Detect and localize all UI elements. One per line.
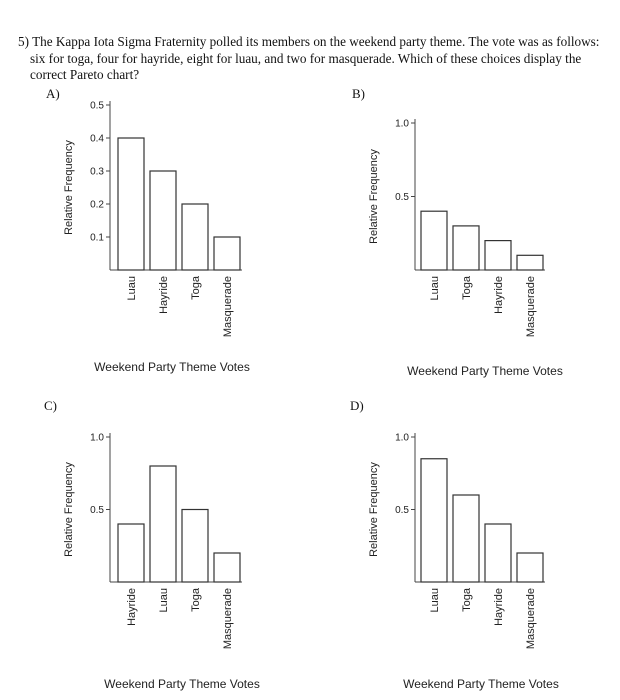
y-tick-label: 0.2: [90, 200, 104, 211]
x-axis-title: Weekend Party Theme Votes: [104, 677, 260, 691]
y-tick-label: 1.0: [90, 433, 104, 444]
y-tick-label: 0.1: [90, 233, 104, 244]
bar: [181, 508, 209, 583]
y-tick-label: 0.3: [90, 167, 104, 178]
x-tick-label: Luau: [126, 276, 138, 300]
bar: [420, 210, 448, 271]
y-axis-title: Relative Frequency: [368, 149, 380, 244]
x-tick-label: Masquerade: [222, 588, 234, 649]
x-tick-label: Masquerade: [525, 276, 537, 337]
x-tick-label: Luau: [158, 588, 170, 612]
bar: [149, 170, 177, 271]
x-tick-label: Toga: [190, 587, 202, 612]
panel-label-d: D): [350, 398, 364, 413]
bar: [516, 552, 544, 583]
y-axis-title: Relative Frequency: [368, 462, 380, 557]
bar: [149, 465, 177, 583]
question-number: 5): [18, 34, 29, 49]
y-tick-label: 1.0: [395, 433, 409, 444]
x-tick-label: Hayride: [158, 276, 170, 314]
x-tick-label: Luau: [429, 588, 441, 612]
y-tick-label: 0.4: [90, 134, 104, 145]
bar: [420, 458, 448, 583]
bar: [484, 240, 512, 271]
chart-panel-b: 0.5 1.0 Luau Toga Hayride Masquerade Relative …: [368, 119, 563, 379]
bar: [213, 236, 241, 271]
y-tick-label: 0.5: [395, 192, 409, 203]
chart-panel-a: 0.1 0.2 0.3 0.4 0.5 Luau Hayride Toga Masquerade…: [63, 101, 250, 375]
x-tick-label: Masquerade: [525, 588, 537, 649]
x-tick-label: Hayride: [126, 588, 138, 626]
panel-label-b: B): [352, 86, 365, 101]
y-tick-label: 0.5: [90, 101, 104, 112]
x-axis-title: Weekend Party Theme Votes: [94, 360, 250, 374]
bar: [452, 494, 480, 583]
x-tick-label: Toga: [461, 587, 473, 612]
question-body: The Kappa Iota Sigma Fraternity polled i…: [30, 34, 600, 82]
x-axis-title: Weekend Party Theme Votes: [407, 364, 563, 378]
bar: [117, 137, 145, 271]
x-tick-label: Hayride: [493, 276, 505, 314]
x-axis-title: Weekend Party Theme Votes: [403, 677, 559, 691]
bar: [181, 203, 209, 271]
bar: [452, 225, 480, 271]
y-tick-label: 1.0: [395, 119, 409, 130]
bar: [213, 552, 241, 583]
x-tick-label: Toga: [190, 275, 202, 300]
x-tick-label: Hayride: [493, 588, 505, 626]
x-tick-label: Luau: [429, 276, 441, 300]
bar: [117, 523, 145, 583]
bar: [516, 254, 544, 271]
y-axis-title: Relative Frequency: [63, 140, 75, 235]
y-tick-label: 0.5: [395, 505, 409, 516]
x-tick-label: Toga: [461, 275, 473, 300]
chart-panel-d: 0.5 1.0 Luau Toga Hayride Masquerade Relative …: [368, 433, 559, 692]
panel-label-c: C): [44, 398, 57, 413]
panel-label-a: A): [46, 86, 60, 101]
y-axis-title: Relative Frequency: [63, 462, 75, 557]
bar: [484, 523, 512, 583]
x-tick-label: Masquerade: [222, 276, 234, 337]
y-tick-label: 0.5: [90, 505, 104, 516]
chart-panel-c: 0.5 1.0 Hayride Luau Toga Masquerade Relative …: [63, 433, 260, 692]
question-text: 5) The Kappa Iota Sigma Fraternity polle…: [18, 34, 608, 84]
